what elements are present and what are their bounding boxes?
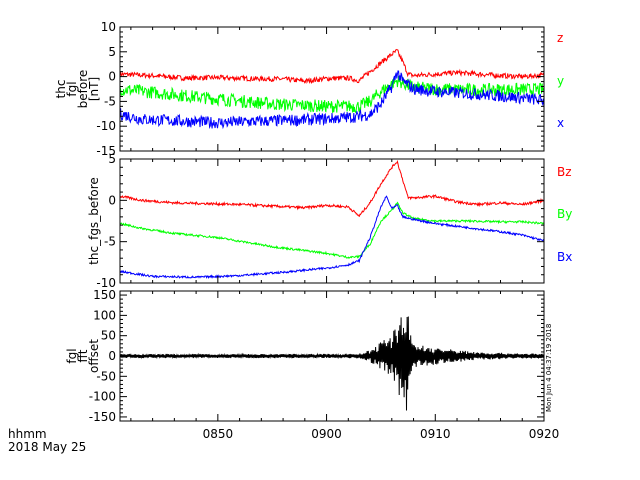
y-tick-label: 100	[93, 308, 116, 322]
y-tick-label: 0	[108, 349, 116, 363]
series-line-by	[120, 201, 544, 260]
x-tick-label: 0850	[203, 427, 234, 441]
y-tick-label: -150	[89, 410, 116, 424]
y-tick-label: 5	[108, 152, 116, 166]
y-axis-label: thc	[54, 80, 68, 99]
y-tick-label: -5	[104, 235, 116, 249]
y-tick-label: -50	[96, 369, 116, 383]
y-tick-label: 150	[93, 288, 116, 302]
series-line-bx	[120, 195, 544, 280]
y-axis-label: offset	[87, 339, 101, 373]
legend-entry-bx: Bx	[557, 250, 572, 264]
y-tick-label: -10	[96, 276, 116, 290]
panel-2: Bz By Bx -10 -5 0 5 thc_fgs_before	[87, 152, 572, 290]
legend-entry-y: y	[557, 74, 564, 88]
y-tick-label: 0	[108, 70, 116, 84]
panel-frame	[119, 26, 545, 152]
legend-entry-bz: Bz	[557, 165, 572, 179]
y-tick-label: -5	[104, 94, 116, 108]
series-line-z	[120, 48, 544, 85]
x-tick-label: 0920	[529, 427, 560, 441]
y-axis-label: before	[76, 70, 90, 109]
y-axis-label: fgl	[65, 348, 79, 363]
x-tick-label: 0900	[311, 427, 342, 441]
y-tick-label: 50	[101, 329, 116, 343]
y-tick-label: 5	[108, 45, 116, 59]
y-tick-label: -100	[89, 390, 116, 404]
y-tick-label: 0	[108, 193, 116, 207]
series-line-offset	[120, 316, 544, 411]
footer-date-label: 2018 May 25	[8, 440, 86, 454]
footer-time-label: hhmm	[8, 427, 47, 441]
panel-3: -150 -100 -50 0 50 100 150 0850 0900 0910 0920 fglf…	[65, 288, 559, 441]
y-tick-label: 10	[101, 20, 116, 34]
panel-frame	[119, 158, 545, 284]
y-tick-label: -10	[96, 119, 116, 133]
x-tick-label: 0910	[420, 427, 451, 441]
y-axis-label: [nT]	[87, 77, 101, 101]
legend-entry-x: x	[557, 116, 564, 130]
legend-entry-z: z	[557, 31, 563, 45]
series-line-bz	[120, 159, 544, 218]
y-axis-label: thc_fgs_before	[87, 177, 101, 265]
legend-entry-by: By	[557, 207, 572, 221]
series-line-x	[120, 70, 544, 130]
y-axis-label: fgl	[65, 81, 79, 96]
y-tick-label: -15	[96, 144, 116, 158]
generation-timestamp: Mon Jun 4 04:37:19 2018	[545, 324, 553, 412]
y-axis-label: fft	[76, 349, 90, 362]
series-line-y	[120, 75, 544, 114]
chart-panels: zyx-15-10-50510thcfglbefore[nT]BzByBx-10…	[54, 20, 572, 441]
